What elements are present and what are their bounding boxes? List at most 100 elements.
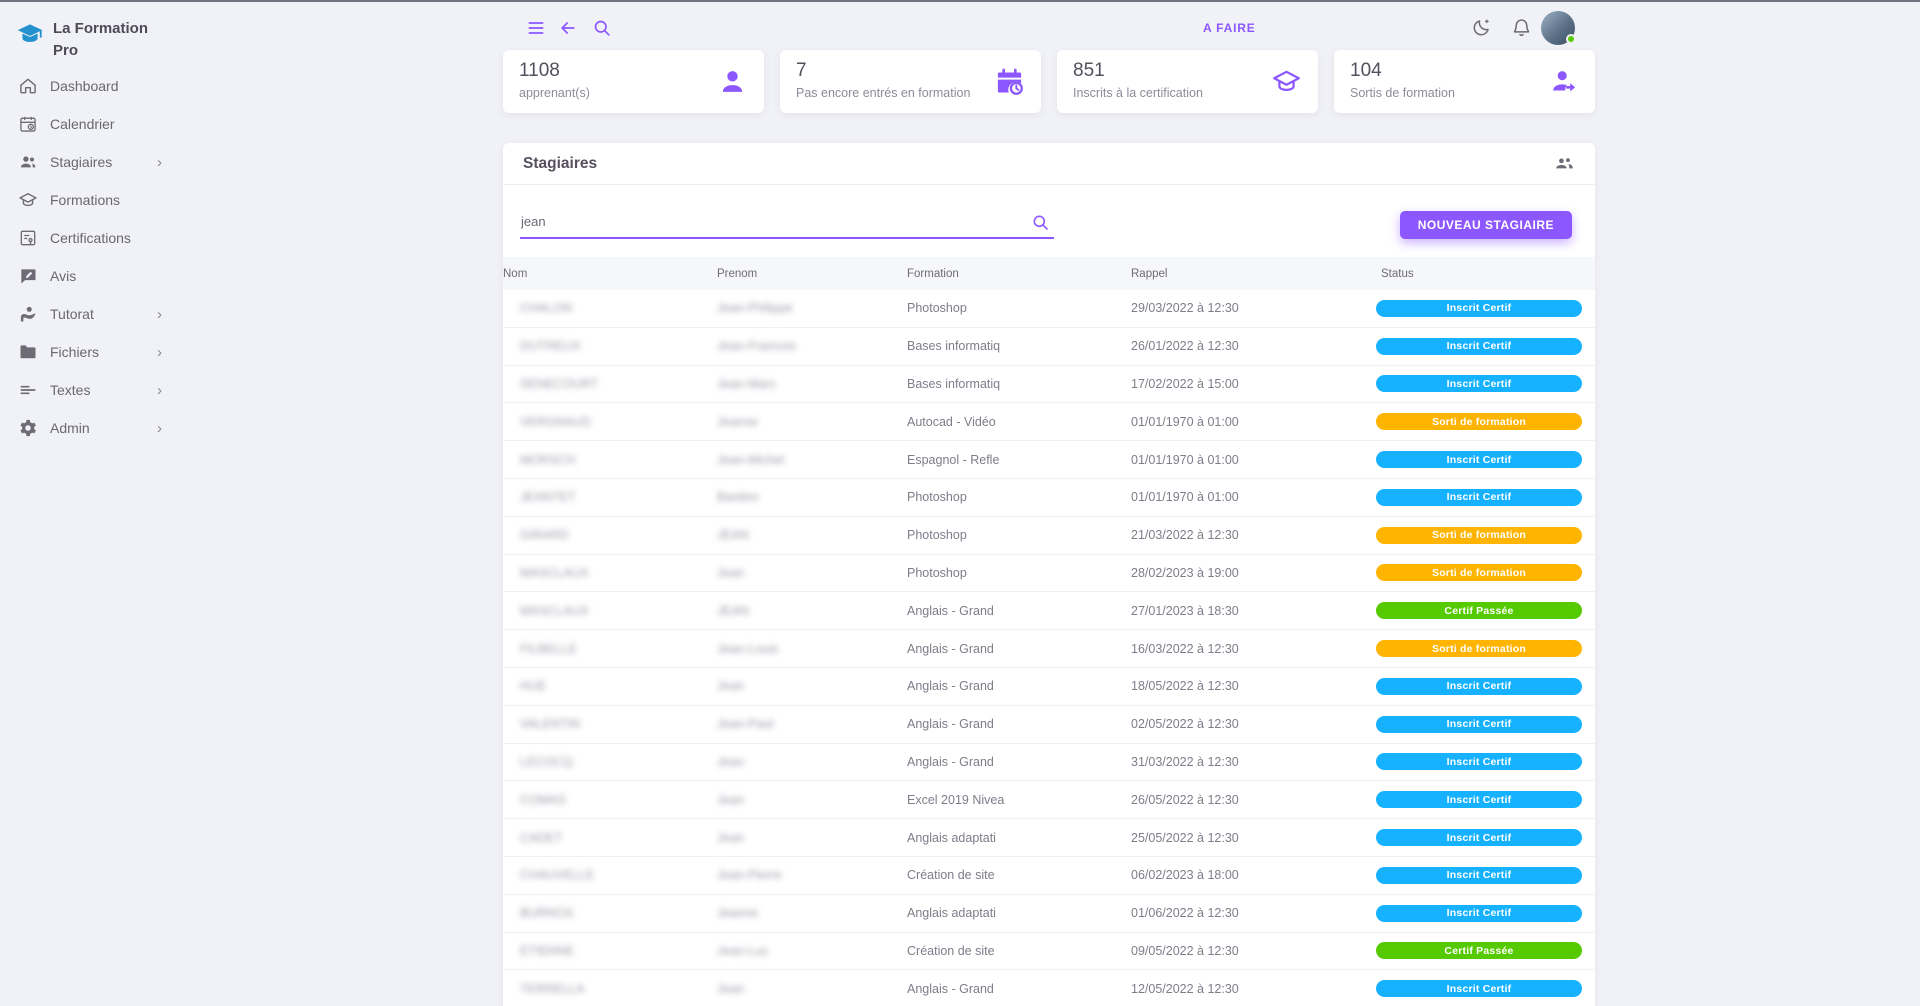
table-row[interactable]: GIRARD JEAN Photoshop 21/03/2022 à 12:30… bbox=[503, 517, 1595, 555]
cell-rappel: 21/03/2022 à 12:30 bbox=[1131, 528, 1239, 543]
stat-value: 1108 bbox=[519, 60, 560, 81]
stagiaires-panel: Stagiaires NOUVEAU STAGIAIRE Nom Prenom … bbox=[503, 143, 1595, 1006]
menu-icon[interactable] bbox=[526, 18, 546, 38]
cell-rappel: 06/02/2023 à 18:00 bbox=[1131, 868, 1239, 883]
status-badge: Inscrit Certif bbox=[1376, 753, 1582, 771]
user-avatar[interactable] bbox=[1541, 11, 1576, 45]
notifications-icon[interactable] bbox=[1511, 17, 1532, 38]
gear-icon bbox=[18, 418, 38, 438]
table-row[interactable]: FILBELLE Jean-Louis Anglais - Grand 16/0… bbox=[503, 630, 1595, 668]
sidebar-item-textes[interactable]: Textes › bbox=[0, 371, 176, 409]
table-row[interactable]: CHALON Jean-Philippe Photoshop 29/03/202… bbox=[503, 290, 1595, 328]
people-group-icon[interactable] bbox=[1554, 153, 1575, 174]
sidebar-item-calendrier[interactable]: Calendrier › bbox=[0, 105, 176, 143]
stagiaires-table: Nom Prenom Formation Rappel Status CHALO… bbox=[503, 257, 1595, 1006]
cell-nom-redacted: JEANTET bbox=[520, 490, 576, 505]
sidebar-nav: Dashboard › Calendrier › Stagiaires › Fo… bbox=[0, 67, 256, 447]
sidebar-item-label: Stagiaires bbox=[50, 154, 113, 170]
status-badge: Inscrit Certif bbox=[1376, 488, 1582, 506]
dark-mode-icon[interactable] bbox=[1471, 17, 1492, 38]
search-field-icon[interactable] bbox=[1031, 213, 1050, 232]
new-stagiaire-button[interactable]: NOUVEAU STAGIAIRE bbox=[1399, 211, 1572, 239]
graduation-cap-logo-icon bbox=[16, 20, 44, 48]
status-badge: Inscrit Certif bbox=[1376, 715, 1582, 733]
table-row[interactable]: DUTREUX Jean-Francois Bases informatiq 2… bbox=[503, 328, 1595, 366]
table-row[interactable]: MASCLAUX JEAN Anglais - Grand 27/01/2023… bbox=[503, 592, 1595, 631]
table-row[interactable]: VERGNAUD Jeanne Autocad - Vidéo 01/01/19… bbox=[503, 403, 1595, 442]
graduation-cap-icon bbox=[1271, 66, 1302, 97]
cell-rappel: 09/05/2022 à 12:30 bbox=[1131, 943, 1239, 958]
cell-nom-redacted: CADET bbox=[520, 830, 563, 845]
sidebar-item-admin[interactable]: Admin › bbox=[0, 409, 176, 447]
app-title: La Formation Pro bbox=[53, 20, 149, 59]
person-icon bbox=[717, 66, 748, 97]
sidebar-item-tutorat[interactable]: Tutorat › bbox=[0, 295, 176, 333]
status-badge: Sorti de formation bbox=[1376, 564, 1582, 582]
sidebar-item-label: Avis bbox=[50, 268, 77, 284]
window-top-strip bbox=[0, 0, 1920, 2]
cell-formation: Anglais adaptati bbox=[907, 906, 996, 921]
chevron-right-icon: › bbox=[157, 381, 162, 399]
stat-value: 851 bbox=[1073, 60, 1105, 81]
table-row[interactable]: MASCLAUX Jean Photoshop 28/02/2023 à 19:… bbox=[503, 555, 1595, 593]
sidebar-item-dashboard[interactable]: Dashboard › bbox=[0, 67, 176, 105]
cell-prenom-redacted: Jean-Paul bbox=[717, 717, 774, 732]
sidebar-item-stagiaires[interactable]: Stagiaires › bbox=[0, 143, 176, 181]
sidebar-item-label: Dashboard bbox=[50, 78, 119, 94]
cell-prenom-redacted: Bastien bbox=[717, 490, 759, 505]
app-logo[interactable]: La Formation Pro bbox=[0, 2, 256, 62]
table-row[interactable]: TERRELLA Jean Anglais - Grand 12/05/2022… bbox=[503, 970, 1595, 1006]
cell-nom-redacted: HUE bbox=[520, 679, 547, 694]
table-row[interactable]: JEANTET Bastien Photoshop 01/01/1970 à 0… bbox=[503, 479, 1595, 517]
cell-prenom-redacted: Jean-Philippe bbox=[717, 301, 793, 316]
cell-rappel: 18/05/2022 à 12:30 bbox=[1131, 679, 1239, 694]
sidebar-item-label: Calendrier bbox=[50, 116, 115, 132]
todo-link[interactable]: A FAIRE bbox=[1203, 21, 1256, 35]
cell-formation: Anglais - Grand bbox=[907, 981, 994, 996]
calendar-icon bbox=[18, 114, 38, 134]
panel-header: Stagiaires bbox=[503, 143, 1595, 185]
status-badge: Certif Passée bbox=[1376, 602, 1582, 620]
cell-nom-redacted: MORSCH bbox=[520, 452, 576, 467]
column-header: Nom bbox=[503, 267, 528, 280]
table-row[interactable]: SENECOURT Jean-Marc Bases informatiq 17/… bbox=[503, 366, 1595, 404]
column-header: Rappel bbox=[1131, 267, 1168, 280]
cell-formation: Anglais - Grand bbox=[907, 754, 994, 769]
status-badge: Sorti de formation bbox=[1376, 413, 1582, 431]
cell-nom-redacted: SENECOURT bbox=[520, 376, 599, 391]
cell-prenom-redacted: Jean bbox=[717, 754, 745, 769]
panel-controls: NOUVEAU STAGIAIRE bbox=[503, 185, 1595, 257]
back-arrow-icon[interactable] bbox=[558, 18, 578, 38]
sidebar-item-avis[interactable]: Avis › bbox=[0, 257, 176, 295]
status-badge: Inscrit Certif bbox=[1376, 791, 1582, 809]
people-icon bbox=[18, 152, 38, 172]
table-row[interactable]: CADET Jean Anglais adaptati 25/05/2022 à… bbox=[503, 819, 1595, 857]
status-badge: Sorti de formation bbox=[1376, 526, 1582, 544]
cell-formation: Bases informatiq bbox=[907, 376, 1001, 391]
sidebar-item-fichiers[interactable]: Fichiers › bbox=[0, 333, 176, 371]
cell-nom-redacted: VALENTIN bbox=[520, 717, 581, 732]
cell-formation: Photoshop bbox=[907, 528, 967, 543]
table-row[interactable]: CHAUVELLE Jean-Pierre Création de site 0… bbox=[503, 857, 1595, 895]
home-icon bbox=[18, 76, 38, 96]
sidebar-item-formations[interactable]: Formations › bbox=[0, 181, 176, 219]
tutor-icon bbox=[18, 304, 38, 324]
stagiaires-search-input[interactable] bbox=[520, 209, 1010, 235]
cell-rappel: 01/01/1970 à 01:00 bbox=[1131, 414, 1239, 429]
table-row[interactable]: ETIENNE Jean-Luc Création de site 09/05/… bbox=[503, 933, 1595, 971]
table-row[interactable]: VALENTIN Jean-Paul Anglais - Grand 02/05… bbox=[503, 706, 1595, 744]
cell-rappel: 17/02/2022 à 15:00 bbox=[1131, 376, 1239, 391]
table-row[interactable]: BURNOS Jeanne Anglais adaptati 01/06/202… bbox=[503, 895, 1595, 933]
table-row[interactable]: HUE Jean Anglais - Grand 18/05/2022 à 12… bbox=[503, 668, 1595, 706]
cell-prenom-redacted: Jean-Louis bbox=[717, 641, 779, 656]
status-badge: Inscrit Certif bbox=[1376, 337, 1582, 355]
cell-prenom-redacted: Jean bbox=[717, 792, 745, 807]
stat-label: apprenant(s) bbox=[519, 86, 590, 100]
cell-prenom-redacted: Jean-Pierre bbox=[717, 868, 782, 883]
table-row[interactable]: MORSCH Jean-Michel Espagnol - Refle 01/0… bbox=[503, 441, 1595, 479]
table-row[interactable]: COMAS Jean Excel 2019 Nivea 26/05/2022 à… bbox=[503, 781, 1595, 820]
sidebar-item-certifications[interactable]: Certifications › bbox=[0, 219, 176, 257]
search-icon[interactable] bbox=[592, 18, 612, 38]
cell-rappel: 01/06/2022 à 12:30 bbox=[1131, 906, 1239, 921]
table-row[interactable]: LECOCQ Jean Anglais - Grand 31/03/2022 à… bbox=[503, 744, 1595, 782]
